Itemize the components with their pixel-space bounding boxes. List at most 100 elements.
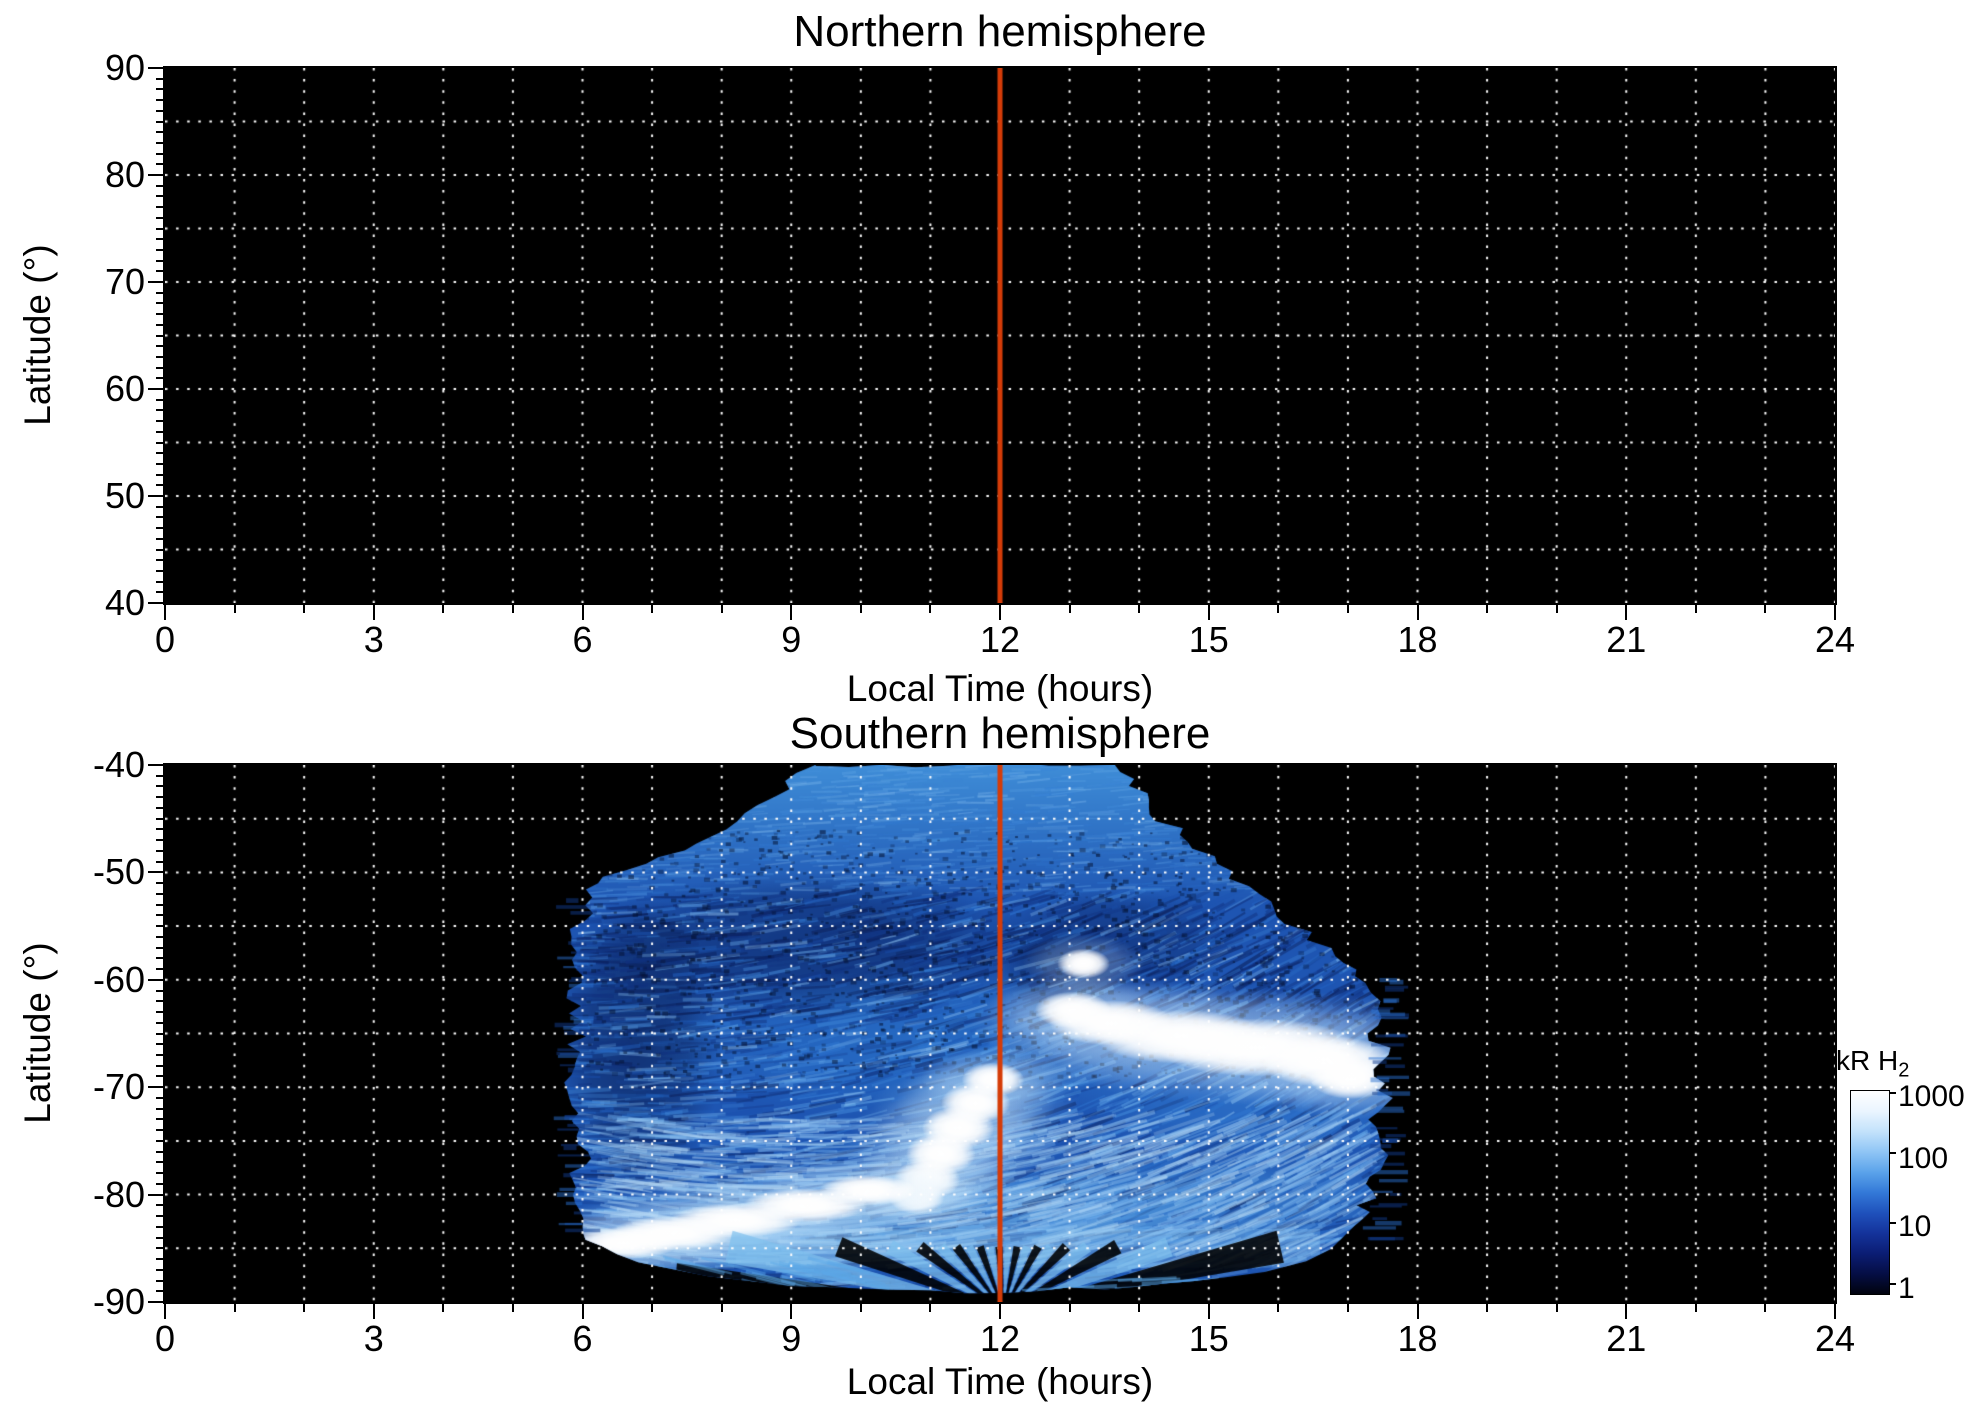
x-tick-label: 18	[1397, 1318, 1438, 1359]
x-minor-tick	[1694, 605, 1697, 613]
y-minor-tick	[156, 248, 165, 251]
y-minor-tick	[156, 1139, 165, 1142]
y-minor-tick	[156, 537, 165, 540]
y-minor-tick	[156, 957, 165, 960]
y-minor-tick	[156, 591, 165, 594]
northern-x-axis-label: Local Time (hours)	[846, 668, 1154, 709]
y-minor-tick	[156, 377, 165, 380]
x-minor-tick	[1486, 605, 1489, 613]
x-minor-tick	[1555, 1304, 1558, 1312]
x-major-tick	[164, 605, 166, 620]
y-minor-tick	[156, 238, 165, 241]
y-minor-tick	[156, 1096, 165, 1099]
y-minor-tick	[156, 291, 165, 294]
southern-heatmap-canvas	[163, 763, 1837, 1304]
northern-panel-title: Northern hemisphere	[793, 7, 1207, 56]
y-minor-tick	[156, 860, 165, 863]
x-tick-label: 9	[781, 619, 802, 660]
y-minor-tick	[156, 452, 165, 455]
x-minor-tick	[233, 1304, 236, 1312]
y-minor-tick	[156, 946, 165, 949]
x-minor-tick	[1346, 1304, 1349, 1312]
x-minor-tick	[1486, 1304, 1489, 1312]
y-major-tick	[148, 764, 165, 766]
colorbar-tick-label: 1	[1898, 1272, 1915, 1305]
x-tick-label: 3	[363, 619, 384, 660]
x-minor-tick	[1346, 605, 1349, 613]
colorbar-title-subscript: 2	[1898, 1059, 1910, 1082]
x-major-tick	[790, 1304, 793, 1319]
colorbar-tick	[1889, 1283, 1896, 1285]
x-major-tick	[1625, 605, 1628, 620]
colorbar-tick-label: 100	[1898, 1142, 1949, 1175]
x-tick-label: 21	[1606, 1318, 1647, 1359]
y-minor-tick	[156, 1107, 165, 1110]
y-major-tick	[148, 174, 165, 176]
y-minor-tick	[156, 152, 165, 155]
y-minor-tick	[156, 366, 165, 369]
y-minor-tick	[156, 1129, 165, 1132]
x-tick-label: 15	[1188, 619, 1229, 660]
y-minor-tick	[156, 774, 165, 777]
y-minor-tick	[156, 270, 165, 273]
y-major-tick	[148, 1301, 165, 1303]
colorbar-tick-label: 1000	[1898, 1080, 1965, 1113]
y-minor-tick	[156, 1161, 165, 1164]
y-minor-tick	[156, 1236, 165, 1239]
x-major-tick	[790, 605, 793, 620]
y-minor-tick	[156, 505, 165, 508]
northern-y-axis-label: Latitude (°)	[17, 244, 58, 426]
y-minor-tick	[156, 849, 165, 852]
y-minor-tick	[156, 216, 165, 219]
y-minor-tick	[156, 1118, 165, 1121]
x-minor-tick	[1555, 605, 1558, 613]
y-tick-label: -80	[92, 1173, 145, 1215]
y-minor-tick	[156, 914, 165, 917]
x-tick-label: 21	[1606, 619, 1647, 660]
y-minor-tick	[156, 903, 165, 906]
x-minor-tick	[720, 605, 723, 613]
x-minor-tick	[929, 605, 932, 613]
y-minor-tick	[156, 1290, 165, 1293]
x-major-tick	[1625, 1304, 1628, 1319]
y-minor-tick	[156, 99, 165, 102]
y-minor-tick	[156, 839, 165, 842]
x-minor-tick	[1764, 605, 1767, 613]
y-minor-tick	[156, 1215, 165, 1218]
x-tick-label: 24	[1814, 619, 1856, 660]
x-major-tick	[581, 1304, 584, 1319]
colorbar-gradient	[1850, 1090, 1890, 1295]
y-major-tick	[148, 871, 165, 874]
y-minor-tick	[156, 989, 165, 992]
y-minor-tick	[156, 1053, 165, 1056]
x-tick-label: 0	[154, 1318, 176, 1359]
y-major-tick	[148, 1086, 165, 1089]
y-minor-tick	[156, 195, 165, 198]
x-minor-tick	[511, 605, 514, 613]
y-minor-tick	[156, 313, 165, 316]
x-major-tick	[581, 605, 584, 620]
y-minor-tick	[156, 441, 165, 444]
x-tick-label: 24	[1814, 1318, 1856, 1359]
y-tick-label: -40	[92, 744, 145, 785]
x-tick-label: 12	[979, 1318, 1021, 1359]
y-minor-tick	[156, 1000, 165, 1003]
y-minor-tick	[156, 1032, 165, 1035]
y-minor-tick	[156, 131, 165, 134]
x-minor-tick	[1138, 605, 1141, 613]
x-major-tick	[372, 1304, 375, 1319]
x-minor-tick	[511, 1304, 514, 1312]
y-major-tick	[148, 67, 165, 69]
x-tick-label: 6	[572, 1318, 593, 1359]
y-minor-tick	[156, 398, 165, 401]
x-tick-label: 3	[363, 1318, 384, 1359]
y-minor-tick	[156, 259, 165, 262]
x-major-tick	[1207, 605, 1210, 620]
x-tick-label: 12	[979, 619, 1021, 660]
y-minor-tick	[156, 473, 165, 476]
y-minor-tick	[156, 484, 165, 487]
y-major-tick	[148, 978, 165, 981]
y-minor-tick	[156, 935, 165, 938]
y-tick-label: 80	[104, 154, 145, 195]
x-major-tick	[1416, 605, 1419, 620]
